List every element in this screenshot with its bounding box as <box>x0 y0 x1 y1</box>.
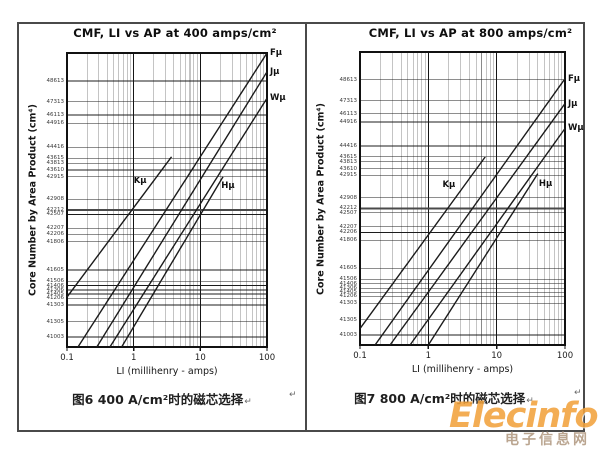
y-axis-core-number-label: 41003 <box>339 332 358 339</box>
y-axis-core-number-label: 48613 <box>46 77 65 84</box>
paragraph-return-icon: ↵ <box>526 396 534 406</box>
y-axis-core-number-label: 42212 <box>46 206 65 213</box>
y-axis-core-number-label: 43615 <box>46 155 65 162</box>
y-axis-core-number-label: 41003 <box>46 334 65 340</box>
material-line-label: Jμ <box>568 98 578 109</box>
y-axis-core-number-label: 46113 <box>46 112 65 119</box>
y-axis-core-number-label: 41405 <box>339 289 358 296</box>
figure-caption: 图7 800 A/cm²时的磁芯选择 <box>354 391 526 406</box>
y-axis-core-number-label: 43615 <box>339 153 358 160</box>
y-axis-core-number-label: 41605 <box>339 265 358 272</box>
material-line-label: Fμ <box>568 73 581 84</box>
y-axis-core-number-label: 41506 <box>339 276 358 283</box>
material-line-label: Fμ <box>270 48 283 58</box>
y-axis-core-number-label: 43610 <box>339 165 358 172</box>
x-axis-tick-label: 1 <box>425 351 432 361</box>
y-axis-core-number-label: 41206 <box>46 295 65 302</box>
chart-title: CMF, LI vs AP at 800 amps/cm² <box>368 26 573 40</box>
paragraph-return-icon: ↵ <box>289 390 297 400</box>
y-axis-core-number-label: 41506 <box>46 278 65 285</box>
y-axis-core-number-label: 43813 <box>46 160 65 167</box>
y-axis-core-number-label: 42908 <box>46 196 65 203</box>
y-axis-core-number-label: 42915 <box>46 173 65 180</box>
material-line-label: Kμ <box>442 180 456 191</box>
y-axis-core-number-label: 41303 <box>46 301 65 308</box>
elecinfo-watermark-subtitle: 电子信息网 <box>505 432 590 448</box>
y-axis-core-number-label: 44916 <box>46 120 65 127</box>
y-axis-core-number-label: 41306 <box>46 286 65 293</box>
y-axis-core-number-label: 43610 <box>46 167 65 173</box>
x-axis-tick-label: 10 <box>194 353 206 363</box>
y-axis-core-number-label: 48613 <box>339 76 358 83</box>
y-axis-core-number-label: 41605 <box>46 266 65 273</box>
x-axis-title: LI (millihenry - amps) <box>116 366 218 377</box>
panel-chart-800: CMF, LI vs AP at 800 amps/cm² Core Number… <box>307 24 584 428</box>
figure-caption-row: 图7 800 A/cm²时的磁芯选择↵ <box>307 388 581 407</box>
panel-divider <box>305 24 307 430</box>
y-axis-core-number-label: 41306 <box>339 285 358 292</box>
y-axis-core-number-label: 41406 <box>339 280 358 287</box>
y-axis-core-number-label: 47313 <box>46 98 65 105</box>
x-axis-tick-label: 100 <box>556 351 574 361</box>
x-axis-title: LI (millihenry - amps) <box>411 364 514 375</box>
chart-title: CMF, LI vs AP at 400 amps/cm² <box>73 26 277 40</box>
y-axis-core-number-label: 41206 <box>339 293 358 300</box>
chart-plot-grid <box>359 51 566 349</box>
table-frame <box>17 22 585 432</box>
figure-caption: 图6 400 A/cm²时的磁芯选择 <box>72 392 244 407</box>
paragraph-return-icon: ↵ <box>574 388 582 398</box>
y-axis-core-number-label: 43813 <box>339 158 358 165</box>
y-axis-core-number-label: 46113 <box>339 110 358 117</box>
y-axis-core-number-label: 41405 <box>46 291 65 298</box>
elecinfo-watermark-logo: Elecinfo <box>449 396 599 436</box>
y-axis-core-number-label: 42206 <box>46 231 65 238</box>
y-axis-core-number-label: 42915 <box>339 172 358 179</box>
material-line-label: Hμ <box>221 180 235 191</box>
y-axis-core-number-label: 41303 <box>339 300 358 307</box>
material-line-label: Wμ <box>270 93 286 104</box>
chart-plot-grid <box>66 52 268 351</box>
y-axis-core-number-label: 42908 <box>339 194 358 201</box>
y-axis-core-number-label: 47313 <box>339 97 358 104</box>
y-axis-core-number-label: 41806 <box>46 238 65 245</box>
material-line-label: Jμ <box>270 66 280 77</box>
y-axis-core-number-label: 44416 <box>339 143 358 150</box>
x-axis-tick-label: 100 <box>258 353 276 363</box>
y-axis-core-number-label: 42206 <box>339 229 358 236</box>
x-axis-tick-label: 1 <box>130 353 137 363</box>
y-axis-core-number-label: 42507 <box>339 209 358 216</box>
y-axis-core-number-label: 44916 <box>339 119 358 126</box>
y-axis-core-number-label: 42207 <box>46 225 65 232</box>
y-axis-core-number-label: 41806 <box>339 237 358 244</box>
x-axis-tick-label: 10 <box>491 351 503 361</box>
material-line-label: Wμ <box>568 123 584 134</box>
panel-chart-400: CMF, LI vs AP at 400 amps/cm² Core Number… <box>19 24 305 428</box>
y-axis-core-number-label: 42212 <box>339 205 358 212</box>
y-axis-core-number-label: 42207 <box>339 223 358 230</box>
material-line-label: Kμ <box>133 175 147 186</box>
paragraph-return-icon: ↵ <box>244 397 252 407</box>
y-axis-core-number-label: 41305 <box>339 316 358 323</box>
y-axis-core-number-label: 41406 <box>46 282 65 289</box>
x-axis-tick-label: 0.1 <box>60 353 74 363</box>
y-axis-core-number-label: 41305 <box>46 318 65 325</box>
figure-caption-row: 图6 400 A/cm²时的磁芯选择↵ <box>19 389 305 408</box>
x-axis-tick-label: 0.1 <box>353 351 367 361</box>
material-line-label: Hμ <box>538 179 553 190</box>
y-axis-core-number-label: 42507 <box>46 211 65 218</box>
y-axis-core-number-label: 44416 <box>46 144 65 151</box>
